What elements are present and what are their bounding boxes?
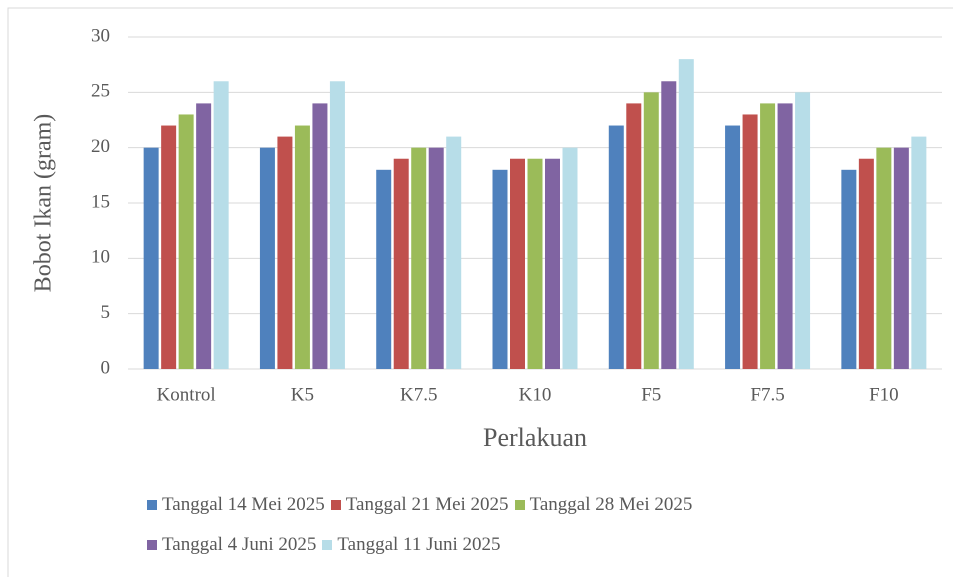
bar xyxy=(277,136,293,369)
bar xyxy=(795,92,811,369)
legend-label: Tanggal 14 Mei 2025 xyxy=(162,494,325,515)
bar xyxy=(661,81,677,370)
legend-swatch xyxy=(322,540,333,550)
y-tick-label: 0 xyxy=(101,357,111,378)
bar xyxy=(393,158,409,369)
legend-swatch xyxy=(514,500,525,510)
legend-swatch xyxy=(147,540,157,550)
y-tick-label: 10 xyxy=(91,247,110,268)
bar xyxy=(742,114,758,369)
y-tick-label: 30 xyxy=(91,25,110,46)
bar xyxy=(527,158,543,369)
legend-label: Tanggal 21 Mei 2025 xyxy=(345,494,509,515)
bar xyxy=(329,81,345,370)
bar xyxy=(411,147,427,369)
bar xyxy=(893,147,909,369)
x-tick-label: F5 xyxy=(641,384,661,405)
legend-item: Tanggal 21 Mei 2025 xyxy=(330,492,509,518)
bar xyxy=(876,147,892,369)
y-axis-title: Bobot Ikan (gram) xyxy=(31,114,57,293)
bar xyxy=(376,169,392,369)
x-tick-label: K10 xyxy=(519,384,552,405)
y-tick-label: 20 xyxy=(91,136,110,157)
bar xyxy=(510,158,525,369)
x-axis-title: Perlakuan xyxy=(483,423,587,452)
bar xyxy=(492,169,508,369)
legend-swatch xyxy=(330,500,341,510)
bar xyxy=(643,92,659,369)
bar xyxy=(213,81,229,370)
bar xyxy=(725,125,741,370)
bar xyxy=(678,59,694,370)
x-tick-label: K7.5 xyxy=(400,384,437,405)
bar xyxy=(858,158,874,369)
x-tick-label: K5 xyxy=(291,384,314,405)
bar xyxy=(161,125,177,370)
x-tick-label: F10 xyxy=(869,384,899,405)
legend-item: Tanggal 28 Mei 2025 xyxy=(514,492,693,518)
bar xyxy=(626,103,642,370)
x-tick-label: Kontrol xyxy=(157,384,216,405)
bar xyxy=(446,136,462,369)
bar xyxy=(777,103,793,370)
bar xyxy=(294,125,310,370)
bar xyxy=(143,147,159,369)
legend-label: Tanggal 4 Juni 2025 xyxy=(162,534,317,555)
bar xyxy=(428,147,444,369)
y-tick-label: 15 xyxy=(91,191,110,212)
bar xyxy=(911,136,927,369)
bar xyxy=(841,169,857,369)
bar xyxy=(760,103,776,370)
legend-item: Tanggal 11 Juni 2025 xyxy=(322,532,501,558)
chart-border xyxy=(7,7,953,577)
bar xyxy=(178,114,194,369)
legend-swatch xyxy=(147,500,157,510)
legend-item: Tanggal 4 Juni 2025 xyxy=(147,532,316,558)
bar xyxy=(312,103,328,370)
bar xyxy=(259,147,275,369)
legend: Tanggal 14 Mei 2025 Tanggal 21 Mei 2025 Ta… xyxy=(147,492,867,558)
legend-label: Tanggal 11 Juni 2025 xyxy=(337,534,501,555)
bar xyxy=(608,125,624,370)
legend-label: Tanggal 28 Mei 2025 xyxy=(529,494,693,515)
bar xyxy=(545,158,560,369)
bar xyxy=(196,103,212,370)
x-tick-label: F7.5 xyxy=(750,384,784,405)
legend-item: Tanggal 14 Mei 2025 xyxy=(147,492,325,518)
y-tick-label: 5 xyxy=(101,302,111,323)
bar xyxy=(562,147,578,369)
y-tick-label: 25 xyxy=(91,81,110,102)
